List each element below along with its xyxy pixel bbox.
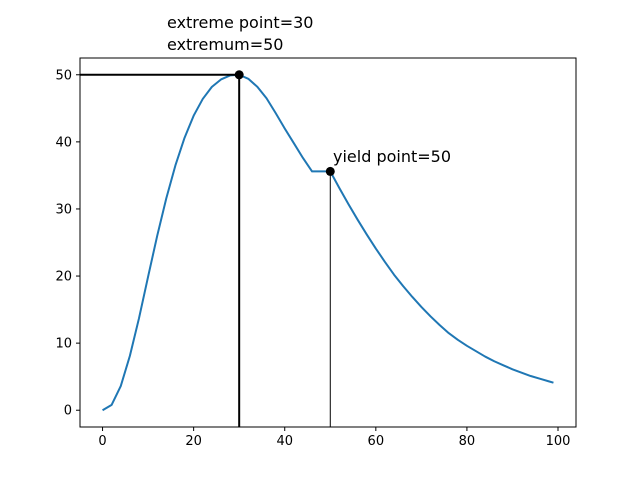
series-line bbox=[102, 73, 554, 412]
yield-point-marker bbox=[325, 166, 335, 176]
y-tick-label: 0 bbox=[64, 404, 72, 419]
extreme-point-label: extreme point=30 bbox=[167, 13, 313, 32]
y-tick-label: 30 bbox=[55, 202, 72, 217]
axes-frame bbox=[79, 57, 577, 428]
x-tick-label: 40 bbox=[276, 434, 293, 449]
x-tick-label: 100 bbox=[546, 434, 571, 449]
plot-area: 0 20 40 60 80 100 0 10 20 30 40 50 bbox=[55, 57, 577, 449]
extremum-label: extremum=50 bbox=[167, 35, 283, 54]
y-tick-label: 20 bbox=[55, 270, 72, 285]
x-tick-label: 60 bbox=[368, 434, 385, 449]
y-tick-label: 10 bbox=[55, 337, 72, 352]
y-tick-label: 40 bbox=[55, 135, 72, 150]
x-tick-label: 0 bbox=[98, 434, 106, 449]
yield-point-label: yield point=50 bbox=[333, 147, 451, 166]
x-tick-label: 80 bbox=[459, 434, 476, 449]
extreme-point-marker bbox=[234, 70, 244, 80]
x-tick-label: 20 bbox=[185, 434, 202, 449]
y-tick-label: 50 bbox=[55, 68, 72, 83]
